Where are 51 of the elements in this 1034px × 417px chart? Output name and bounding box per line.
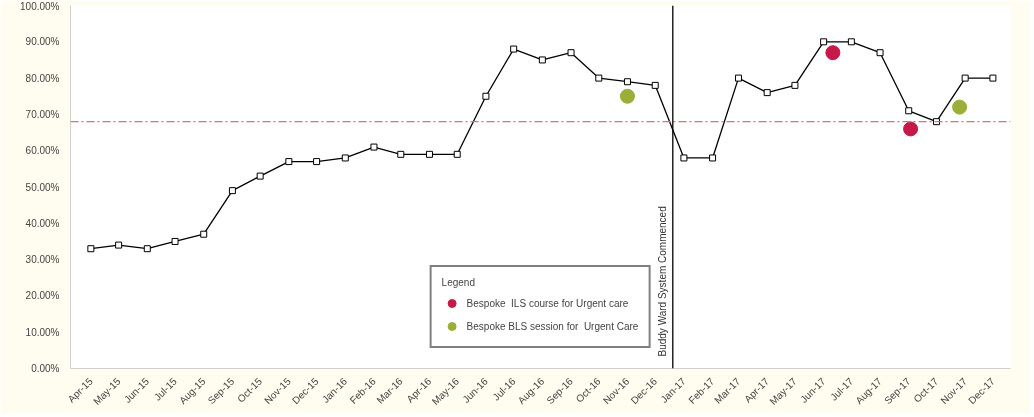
legend-title: Legend [441, 277, 476, 288]
point [905, 107, 913, 115]
point [256, 172, 264, 180]
point [961, 74, 969, 82]
point [952, 99, 968, 115]
point [734, 74, 742, 82]
point [538, 56, 546, 64]
point [87, 245, 95, 253]
point [847, 38, 855, 46]
point [115, 241, 123, 249]
point [825, 45, 841, 61]
point [200, 230, 208, 238]
y-tick-label: 50.00% [25, 181, 60, 193]
point [989, 74, 997, 82]
legend-label: Bespoke ILS course for Urgent care [466, 297, 629, 309]
point [397, 150, 405, 158]
legend-label: Bespoke BLS session for Urgent Care [466, 320, 639, 332]
point [595, 74, 603, 82]
point [763, 89, 771, 97]
point [820, 38, 828, 46]
point [143, 245, 151, 253]
y-tick-label: 60.00% [25, 145, 60, 157]
point [619, 88, 635, 104]
y-tick-label: 90.00% [25, 36, 60, 48]
point [876, 49, 884, 57]
y-tick-label: 30.00% [25, 254, 60, 266]
point [341, 154, 349, 162]
point [651, 81, 659, 89]
y-tick-label: 20.00% [25, 290, 60, 302]
point [171, 237, 179, 245]
point [313, 158, 321, 166]
y-tick-label: 0.00% [31, 363, 60, 374]
point [285, 158, 293, 166]
point [709, 154, 717, 162]
ref-line-label: Buddy Ward System Commenced [657, 206, 669, 357]
y-tick-label: 40.00% [25, 217, 60, 229]
point [425, 150, 433, 158]
point [903, 121, 919, 137]
point [623, 78, 631, 86]
point [482, 92, 490, 100]
y-tick-label: 80.00% [25, 72, 60, 84]
point [370, 143, 378, 151]
y-tick-label: 70.00% [25, 108, 60, 120]
point [510, 45, 518, 53]
point [228, 187, 236, 195]
point [453, 150, 461, 158]
point [680, 154, 688, 162]
point [567, 49, 575, 57]
point [791, 81, 799, 89]
y-tick-label: 10.00% [25, 326, 60, 338]
y-tick-label: 100.00% [20, 0, 60, 12]
